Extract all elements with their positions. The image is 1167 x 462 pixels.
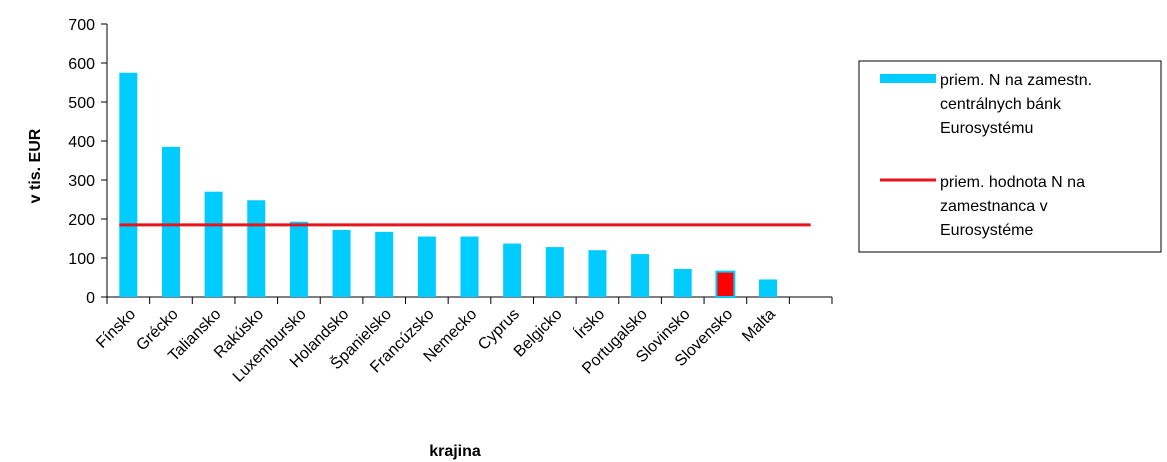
bar [417,236,436,297]
y-tick-label: 200 [68,212,95,229]
y-axis-title: v tis. EUR [27,128,44,203]
legend-entry-bars-line-2: centrálnych bánk [940,96,1062,113]
x-axis [106,296,833,304]
bar [460,236,479,297]
bar [289,221,308,297]
legend-entry-bars-line-1: priem. N na zamestn. [940,72,1092,89]
category-label: Fínsko [93,306,139,352]
legend-entry-line: priem. hodnota N na zamestnanca v Eurosy… [940,174,1089,239]
y-tick-label: 600 [68,56,95,73]
bar [715,270,736,298]
category-label: Írsko [570,304,608,342]
category-label: Malta [739,306,779,346]
y-tick-label: 0 [86,290,95,307]
legend-bar-swatch [880,74,936,83]
bar [332,229,351,297]
bar [119,72,138,297]
bars [119,72,778,298]
bar [375,231,394,297]
bar [247,200,266,297]
legend-box [858,60,1162,253]
y-tick-label: 400 [68,134,95,151]
bar [759,279,778,297]
legend: priem. N na zamestn. centrálnych bánk Eu… [858,60,1162,253]
bar [545,247,564,297]
legend-entry-line-line-1: priem. hodnota N na [940,174,1085,191]
y-tick-label: 700 [68,17,95,34]
bar [631,254,650,297]
bar [204,191,223,297]
legend-entry-bars-line-3: Eurosystému [940,120,1033,137]
legend-entry-bars: priem. N na zamestn. centrálnych bánk Eu… [940,72,1097,137]
x-axis-title: krajina [429,443,481,460]
bar [161,146,180,297]
y-tick-label: 300 [68,173,95,190]
bar [588,250,607,297]
y-axis: 0 100 200 300 400 500 600 700 [68,17,108,307]
y-tick-label: 100 [68,251,95,268]
legend-entry-line-line-2: zamestnanca v [940,198,1048,215]
legend-entry-line-line-3: Eurosystéme [940,222,1033,239]
y-tick-label: 500 [68,95,95,112]
bar [673,268,692,297]
category-labels: FínskoGréckoTalianskoRakúskoLuxemburskoH… [93,304,779,385]
bar [503,243,522,297]
